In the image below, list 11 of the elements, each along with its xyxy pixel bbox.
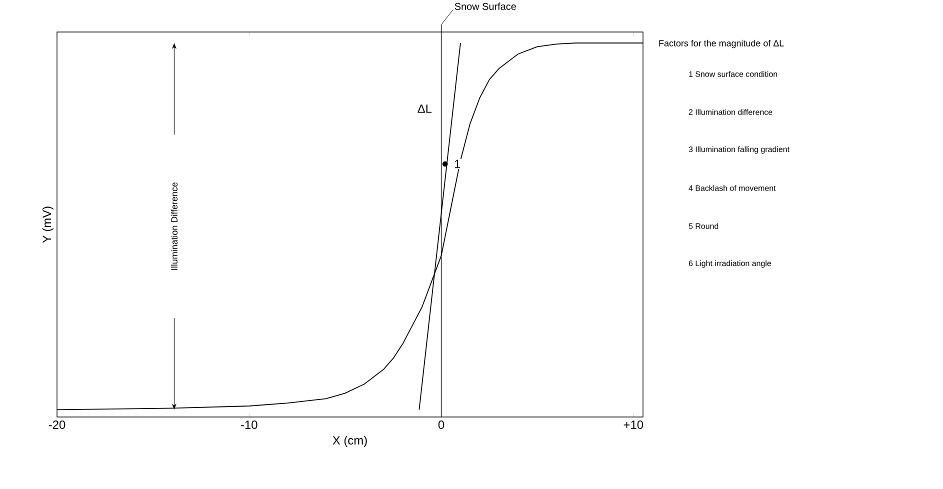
annotation: 1 <box>454 160 460 168</box>
ref-line-label: Snow Surface <box>454 2 516 10</box>
x-tick-label: -20 <box>48 420 66 429</box>
y-axis-title: Y (mV) <box>42 206 54 243</box>
x-tick-label: 0 <box>438 420 444 429</box>
x-tick-label: +10 <box>624 420 644 429</box>
annotation: Illumination Difference <box>170 182 178 270</box>
text: Factors for the magnitude of ΔL <box>659 40 784 48</box>
x-tick-label: -10 <box>241 420 258 429</box>
x-axis-title: X (cm) <box>332 436 367 447</box>
annotation: ΔL <box>418 104 432 113</box>
